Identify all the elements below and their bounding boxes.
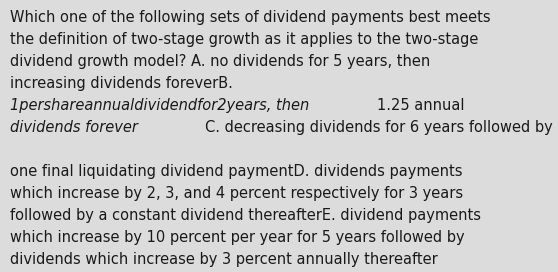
Text: 1pershareannualdividendfor2years, then: 1pershareannualdividendfor2years, then [10,98,309,113]
Text: which increase by 10 percent per year for 5 years followed by: which increase by 10 percent per year fo… [10,230,465,245]
Text: which increase by 2, 3, and 4 percent respectively for 3 years: which increase by 2, 3, and 4 percent re… [10,186,463,201]
Text: increasing dividends foreverB.: increasing dividends foreverB. [10,76,233,91]
Text: dividends which increase by 3 percent annually thereafter: dividends which increase by 3 percent an… [10,252,437,267]
Text: dividend growth model? A. no dividends for 5 years, then: dividend growth model? A. no dividends f… [10,54,430,69]
Text: followed by a constant dividend thereafterE. dividend payments: followed by a constant dividend thereaft… [10,208,481,223]
Text: dividends forever: dividends forever [10,120,138,135]
Text: Which one of the following sets of dividend payments best meets: Which one of the following sets of divid… [10,10,490,25]
Text: C. decreasing dividends for 6 years followed by: C. decreasing dividends for 6 years foll… [205,120,553,135]
Text: 1.25 annual: 1.25 annual [377,98,464,113]
Text: one final liquidating dividend paymentD. dividends payments: one final liquidating dividend paymentD.… [10,164,463,179]
Text: the definition of two-stage growth as it applies to the two-stage: the definition of two-stage growth as it… [10,32,478,47]
